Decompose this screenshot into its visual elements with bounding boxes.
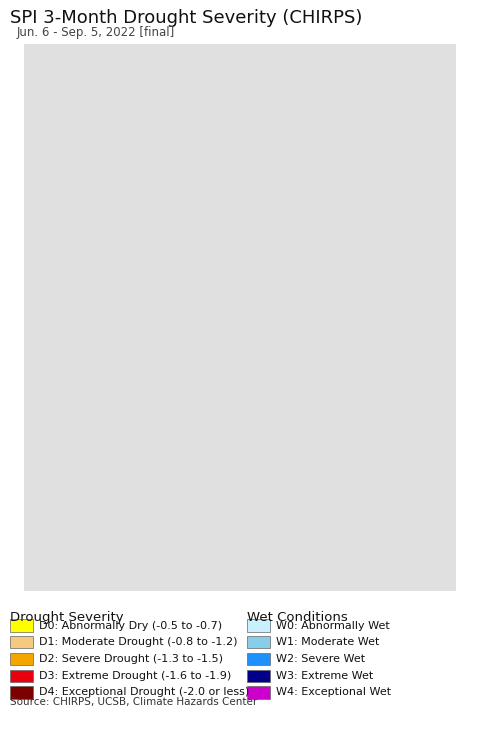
- Text: SPI 3-Month Drought Severity (CHIRPS): SPI 3-Month Drought Severity (CHIRPS): [10, 9, 362, 27]
- Bar: [10, 636, 33, 648]
- Text: W4: Exceptional Wet: W4: Exceptional Wet: [276, 688, 392, 697]
- Text: W2: Severe Wet: W2: Severe Wet: [276, 654, 366, 664]
- Text: D3: Extreme Drought (-1.6 to -1.9): D3: Extreme Drought (-1.6 to -1.9): [39, 671, 231, 680]
- Text: W0: Abnormally Wet: W0: Abnormally Wet: [276, 620, 390, 631]
- Bar: [10, 620, 33, 631]
- Text: Drought Severity: Drought Severity: [10, 611, 123, 623]
- Text: D1: Moderate Drought (-0.8 to -1.2): D1: Moderate Drought (-0.8 to -1.2): [39, 637, 238, 648]
- Bar: [10, 653, 33, 665]
- Text: D0: Abnormally Dry (-0.5 to -0.7): D0: Abnormally Dry (-0.5 to -0.7): [39, 620, 222, 631]
- Text: D4: Exceptional Drought (-2.0 or less): D4: Exceptional Drought (-2.0 or less): [39, 688, 249, 697]
- Bar: [247, 620, 270, 631]
- Bar: [247, 636, 270, 648]
- FancyBboxPatch shape: [24, 45, 456, 591]
- Text: Wet Conditions: Wet Conditions: [247, 611, 348, 623]
- Text: W3: Extreme Wet: W3: Extreme Wet: [276, 671, 374, 680]
- Bar: [247, 653, 270, 665]
- Text: Source: CHIRPS, UCSB, Climate Hazards Center: Source: CHIRPS, UCSB, Climate Hazards Ce…: [10, 696, 257, 707]
- Text: D2: Severe Drought (-1.3 to -1.5): D2: Severe Drought (-1.3 to -1.5): [39, 654, 223, 664]
- Bar: [247, 686, 270, 699]
- Text: Jun. 6 - Sep. 5, 2022 [final]: Jun. 6 - Sep. 5, 2022 [final]: [17, 26, 175, 39]
- Bar: [10, 686, 33, 699]
- Text: W1: Moderate Wet: W1: Moderate Wet: [276, 637, 380, 648]
- Bar: [10, 669, 33, 682]
- Bar: [247, 669, 270, 682]
